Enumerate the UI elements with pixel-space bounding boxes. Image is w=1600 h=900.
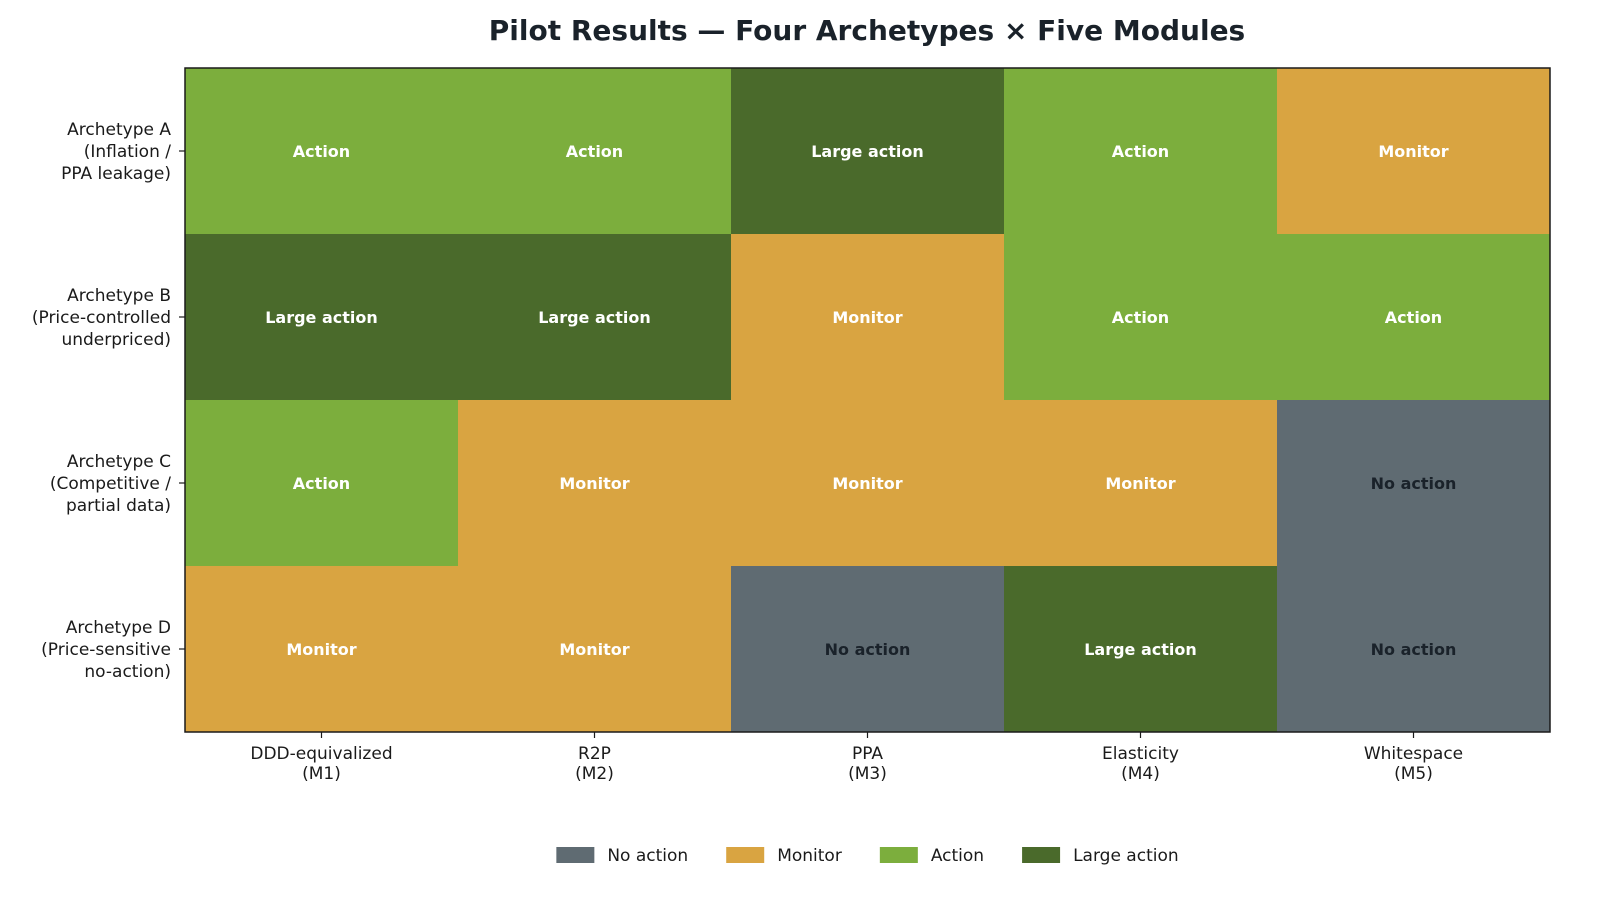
y-axis: Archetype A (Inflation / PPA leakage) Arche… — [32, 120, 185, 682]
cell-value-label: No action — [1371, 640, 1457, 659]
cell-value-label: Large action — [1084, 640, 1197, 659]
cell-value-label: Large action — [811, 142, 924, 161]
heatmap-cell — [458, 68, 732, 235]
x-tick-label: PPA (M3) — [848, 744, 887, 784]
cell-value-label: Large action — [265, 308, 378, 327]
cell-value-label: Monitor — [832, 308, 902, 327]
legend-label: Action — [931, 846, 984, 866]
x-tick-label: DDD-equivalized (M1) — [250, 744, 392, 784]
heatmap-cell — [1004, 68, 1278, 235]
heatmap-cell — [731, 566, 1005, 733]
legend-label: Monitor — [777, 846, 842, 866]
heatmap-cell — [458, 400, 732, 567]
cell-value-label: No action — [825, 640, 911, 659]
heatmap-cell — [1004, 234, 1278, 401]
cell-value-label: Action — [293, 142, 350, 161]
y-tick-label: Archetype B (Price-controlled underpriced) — [32, 286, 171, 350]
legend-item: Monitor — [726, 846, 842, 866]
heatmap-cell — [185, 68, 459, 235]
legend-item: Large action — [1022, 846, 1179, 866]
legend-label: No action — [607, 846, 688, 866]
heatmap-cell — [185, 234, 459, 401]
chart-title: Pilot Results — Four Archetypes × Five M… — [489, 14, 1245, 47]
cell-value-label: Action — [566, 142, 623, 161]
x-tick-label: Whitespace (M5) — [1364, 744, 1463, 784]
x-tick-label: R2P (M2) — [575, 744, 614, 784]
heatmap-cells — [185, 68, 1551, 733]
heatmap-cell — [731, 68, 1005, 235]
cell-value-label: Action — [1112, 142, 1169, 161]
cell-value-label: Monitor — [559, 474, 629, 493]
legend-label: Large action — [1073, 846, 1179, 866]
x-tick-label: Elasticity (M4) — [1102, 744, 1179, 784]
heatmap-cell-labels: Action Action Large action Action Monitor Lar… — [265, 142, 1456, 659]
cell-value-label: Monitor — [1378, 142, 1448, 161]
cell-value-label: Monitor — [1105, 474, 1175, 493]
heatmap-cell — [1277, 68, 1551, 235]
heatmap-cell — [1277, 400, 1551, 567]
heatmap-cell — [185, 566, 459, 733]
legend-item: No action — [556, 846, 688, 866]
legend-swatch — [726, 847, 765, 863]
y-tick-label: Archetype C (Competitive / partial data) — [50, 452, 171, 516]
cell-value-label: Monitor — [286, 640, 356, 659]
cell-value-label: Action — [1112, 308, 1169, 327]
heatmap-cell — [1004, 566, 1278, 733]
y-tick-label: Archetype D (Price-sensitive no-action) — [41, 618, 171, 682]
cell-value-label: Monitor — [559, 640, 629, 659]
cell-value-label: No action — [1371, 474, 1457, 493]
cell-value-label: Action — [293, 474, 350, 493]
heatmap-cell — [1004, 400, 1278, 567]
x-axis: DDD-equivalized (M1) R2P (M2) PPA (M3) Elastic… — [250, 732, 1463, 784]
cell-value-label: Action — [1385, 308, 1442, 327]
legend: No action Monitor Action Large action — [556, 846, 1179, 866]
heatmap-cell — [731, 234, 1005, 401]
heatmap-cell — [185, 400, 459, 567]
heatmap-cell — [1277, 566, 1551, 733]
y-tick-label: Archetype A (Inflation / PPA leakage) — [61, 120, 171, 184]
legend-item: Action — [879, 846, 984, 866]
cell-value-label: Monitor — [832, 474, 902, 493]
legend-swatch — [879, 847, 918, 863]
heatmap-cell — [1277, 234, 1551, 401]
legend-swatch — [1022, 847, 1061, 863]
heatmap-cell — [458, 234, 732, 401]
heatmap-cell — [458, 566, 732, 733]
legend-swatch — [556, 847, 595, 863]
heatmap-cell — [731, 400, 1005, 567]
cell-value-label: Large action — [538, 308, 651, 327]
